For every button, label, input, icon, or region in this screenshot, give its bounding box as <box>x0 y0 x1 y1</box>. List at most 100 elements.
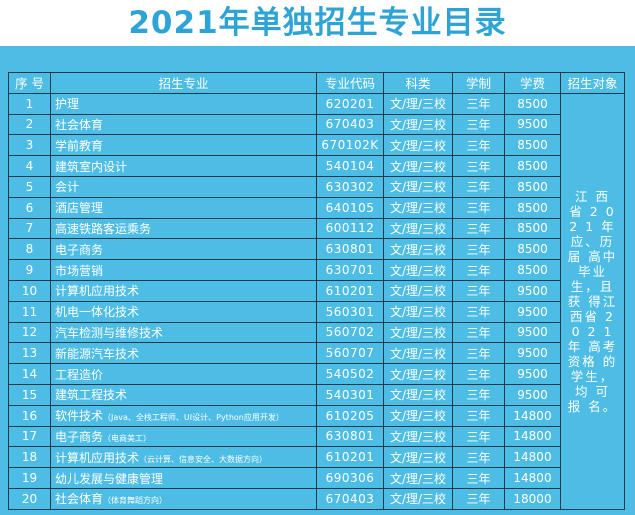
table-row: 5 会计 630302 文/理/三校 三年 8500 <box>8 175 625 198</box>
row-index: 20 <box>8 487 51 510</box>
row-fee: 9500 <box>504 113 561 136</box>
table-row: 20 社会体育（体育舞蹈方向） 670403 文/理/三校 三年 18000 <box>8 487 625 510</box>
row-major: 汽车检测与维修技术 <box>50 321 317 344</box>
row-category: 文/理/三校 <box>383 363 453 385</box>
header-major: 招生专业 <box>50 72 317 94</box>
row-code: 640105 <box>316 196 384 219</box>
row-code: 620201 <box>316 92 384 115</box>
row-fee: 8500 <box>504 217 561 240</box>
row-code: 560702 <box>316 321 384 344</box>
major-name: 电子商务 <box>55 242 104 257</box>
row-major: 酒店管理 <box>50 196 317 219</box>
major-name: 市场营销 <box>55 263 104 278</box>
major-note: （体育舞蹈方向） <box>103 496 168 506</box>
row-fee: 9500 <box>504 383 561 406</box>
row-code: 690306 <box>316 467 384 489</box>
row-fee: 9500 <box>504 363 561 385</box>
row-code: 630302 <box>316 175 384 198</box>
major-name: 护理 <box>55 97 80 112</box>
row-code: 560707 <box>316 342 384 365</box>
row-fee: 9500 <box>504 321 561 344</box>
header-fee: 学费 <box>504 72 561 94</box>
major-note: （Java、全栈工程师、UI设计、Python应用开发） <box>103 413 284 423</box>
row-index: 5 <box>8 175 51 198</box>
table-row: 8 电子商务 630801 文/理/三校 三年 8500 <box>8 238 625 261</box>
major-name: 会计 <box>55 180 80 195</box>
row-index: 17 <box>8 425 51 448</box>
row-fee: 14800 <box>504 467 561 489</box>
row-major: 计算机应用技术（云计算、信息安全、大数据方向） <box>50 446 317 469</box>
row-fee: 8500 <box>504 238 561 261</box>
majors-table: 序 号 招生专业 专业代码 科类 学制 学费 招生对象 1 护理 620201 文/理… <box>8 72 625 510</box>
row-code: 670403 <box>316 487 384 510</box>
table-row: 16 软件技术（Java、全栈工程师、UI设计、Python应用开发） 610205… <box>8 404 625 427</box>
row-code: 670403 <box>316 113 384 136</box>
row-duration: 三年 <box>452 113 505 136</box>
row-fee: 18000 <box>504 487 561 510</box>
table-row: 6 酒店管理 640105 文/理/三校 三年 8500 <box>8 196 625 219</box>
row-code: 540301 <box>316 383 384 406</box>
row-fee: 8500 <box>504 134 561 157</box>
row-duration: 三年 <box>452 279 505 302</box>
major-name: 建筑工程技术 <box>55 388 128 403</box>
table-row: 19 幼儿发展与健康管理 690306 文/理/三校 三年 14800 <box>8 467 625 489</box>
row-duration: 三年 <box>452 363 505 385</box>
row-duration: 三年 <box>452 175 505 198</box>
table-row: 3 学前教育 670102K 文/理/三校 三年 8500 <box>8 134 625 157</box>
row-category: 文/理/三校 <box>383 342 453 365</box>
row-category: 文/理/三校 <box>383 155 453 177</box>
row-fee: 9500 <box>504 279 561 302</box>
row-fee: 8500 <box>504 196 561 219</box>
row-major: 高速铁路客运乘务 <box>50 217 317 240</box>
row-index: 6 <box>8 196 51 219</box>
major-name: 工程造价 <box>55 367 104 382</box>
row-duration: 三年 <box>452 196 505 219</box>
major-note: （云计算、信息安全、大数据方向） <box>139 454 268 464</box>
header-code: 专业代码 <box>316 72 384 94</box>
table-row: 4 建筑室内设计 540104 文/理/三校 三年 8500 <box>8 155 625 177</box>
table-row: 11 机电一体化技术 560301 文/理/三校 三年 9500 <box>8 300 625 323</box>
row-index: 9 <box>8 259 51 281</box>
table-row: 9 市场营销 630701 文/理/三校 三年 8500 <box>8 259 625 281</box>
table-row: 13 新能源汽车技术 560707 文/理/三校 三年 9500 <box>8 342 625 365</box>
major-name: 社会体育 <box>55 117 104 132</box>
row-category: 文/理/三校 <box>383 134 453 157</box>
row-major: 建筑工程技术 <box>50 383 317 406</box>
table-row: 12 汽车检测与维修技术 560702 文/理/三校 三年 9500 <box>8 321 625 344</box>
row-category: 文/理/三校 <box>383 217 453 240</box>
row-duration: 三年 <box>452 259 505 281</box>
row-category: 文/理/三校 <box>383 238 453 261</box>
table-row: 14 工程造价 540502 文/理/三校 三年 9500 <box>8 363 625 385</box>
row-major: 新能源汽车技术 <box>50 342 317 365</box>
table-row: 2 社会体育 670403 文/理/三校 三年 9500 <box>8 113 625 136</box>
major-name: 计算机应用技术 <box>55 284 140 299</box>
row-fee: 8500 <box>504 259 561 281</box>
row-code: 600112 <box>316 217 384 240</box>
row-index: 16 <box>8 404 51 427</box>
table-row: 10 计算机应用技术 610201 文/理/三校 三年 9500 <box>8 279 625 302</box>
row-code: 610201 <box>316 279 384 302</box>
row-category: 文/理/三校 <box>383 196 453 219</box>
row-fee: 9500 <box>504 342 561 365</box>
row-major: 机电一体化技术 <box>50 300 317 323</box>
table-row: 17 电子商务（电商美工） 630801 文/理/三校 三年 14800 <box>8 425 625 448</box>
row-fee: 9500 <box>504 300 561 323</box>
major-name: 新能源汽车技术 <box>55 346 140 361</box>
row-fee: 14800 <box>504 404 561 427</box>
row-duration: 三年 <box>452 217 505 240</box>
row-index: 19 <box>8 467 51 489</box>
table-row: 18 计算机应用技术（云计算、信息安全、大数据方向） 610201 文/理/三校 三年 1… <box>8 446 625 469</box>
row-major: 电子商务 <box>50 238 317 261</box>
row-code: 630801 <box>316 238 384 261</box>
row-index: 3 <box>8 134 51 157</box>
row-major: 市场营销 <box>50 259 317 281</box>
row-category: 文/理/三校 <box>383 404 453 427</box>
row-index: 8 <box>8 238 51 261</box>
row-code: 670102K <box>316 134 384 157</box>
header-category: 科类 <box>383 72 453 94</box>
row-index: 4 <box>8 155 51 177</box>
row-category: 文/理/三校 <box>383 321 453 344</box>
row-category: 文/理/三校 <box>383 487 453 510</box>
major-name: 学前教育 <box>55 138 104 153</box>
table-header-row: 序 号 招生专业 专业代码 科类 学制 学费 招生对象 <box>8 72 625 94</box>
